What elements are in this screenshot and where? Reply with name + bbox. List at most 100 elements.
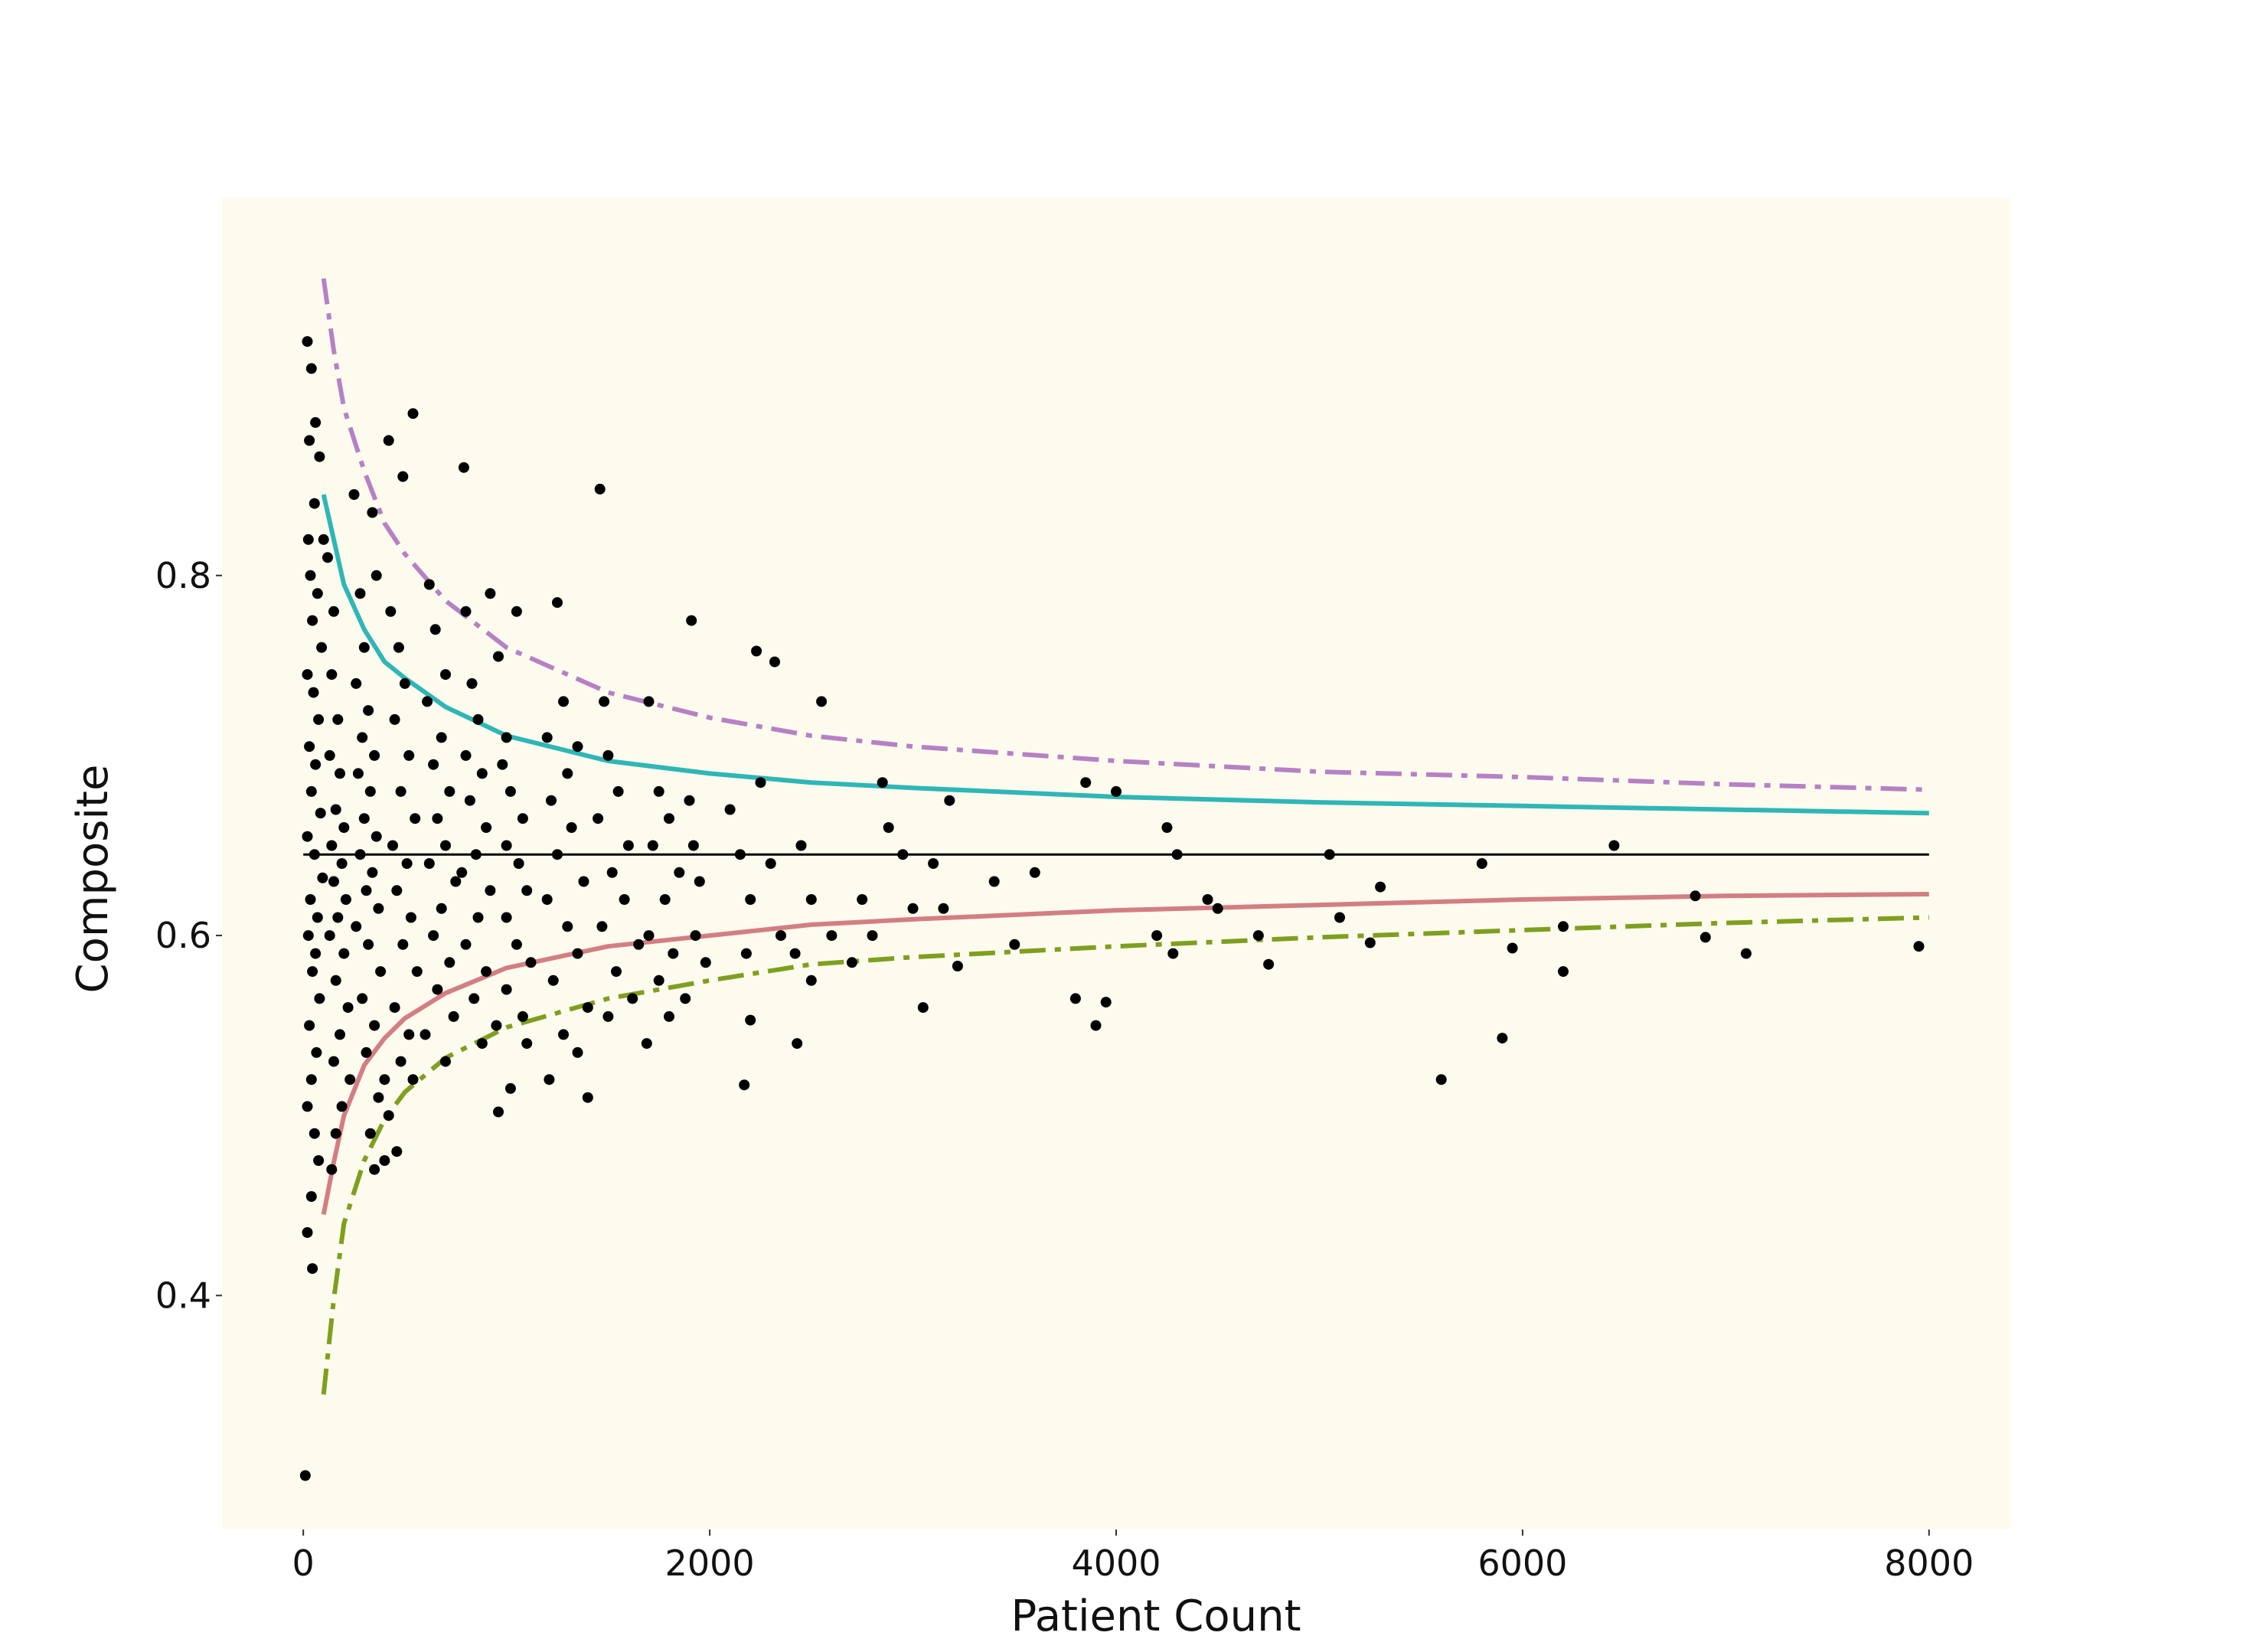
data-point bbox=[373, 903, 384, 914]
x-axis-title: Patient Count bbox=[1011, 1592, 1301, 1641]
data-point bbox=[755, 777, 766, 788]
data-point bbox=[476, 1038, 488, 1050]
data-point bbox=[1740, 948, 1752, 959]
data-point bbox=[307, 615, 318, 626]
data-point bbox=[310, 759, 322, 770]
data-point bbox=[305, 785, 317, 797]
data-point bbox=[599, 696, 610, 707]
data-point bbox=[423, 579, 435, 590]
data-point bbox=[304, 1020, 315, 1031]
data-point bbox=[1151, 930, 1163, 942]
data-point bbox=[694, 876, 705, 887]
data-point bbox=[513, 858, 524, 869]
data-point bbox=[816, 696, 828, 707]
data-point bbox=[1171, 849, 1183, 860]
data-point bbox=[1507, 942, 1518, 954]
data-point bbox=[1364, 937, 1376, 948]
data-point bbox=[361, 1046, 372, 1058]
data-point bbox=[751, 645, 762, 657]
data-point bbox=[558, 1029, 569, 1040]
plot-background bbox=[222, 198, 2010, 1530]
data-point bbox=[448, 1010, 459, 1022]
data-point bbox=[578, 876, 589, 887]
data-point bbox=[622, 840, 634, 851]
data-point bbox=[328, 1056, 339, 1067]
data-point bbox=[391, 885, 403, 896]
data-point bbox=[310, 948, 322, 959]
data-point bbox=[769, 656, 780, 668]
data-point bbox=[326, 1164, 338, 1175]
data-point bbox=[335, 1029, 345, 1040]
data-point bbox=[432, 813, 443, 824]
data-point bbox=[369, 749, 380, 761]
data-point bbox=[739, 1079, 750, 1091]
data-point bbox=[501, 912, 512, 923]
data-point bbox=[1435, 1074, 1447, 1086]
data-point bbox=[389, 713, 400, 725]
data-point bbox=[765, 858, 776, 869]
data-point bbox=[379, 1074, 390, 1086]
data-point bbox=[517, 813, 528, 824]
data-point bbox=[470, 849, 482, 860]
data-point bbox=[373, 1092, 384, 1103]
data-point bbox=[309, 498, 320, 509]
data-point bbox=[340, 894, 351, 905]
limit-line-upper-inner bbox=[321, 494, 1929, 816]
data-point bbox=[302, 534, 314, 545]
limit-line-lower-inner bbox=[321, 892, 1929, 1216]
x-tick-label: 6000 bbox=[1477, 1543, 1567, 1584]
data-point bbox=[469, 993, 480, 1004]
data-point bbox=[1334, 912, 1345, 923]
data-point bbox=[314, 993, 325, 1004]
data-point bbox=[312, 588, 323, 599]
data-point bbox=[460, 939, 472, 950]
data-point bbox=[302, 336, 313, 348]
data-point bbox=[318, 534, 329, 545]
data-point bbox=[456, 867, 468, 878]
data-point bbox=[572, 741, 583, 753]
data-point bbox=[351, 921, 362, 932]
data-point bbox=[351, 677, 362, 689]
data-point bbox=[1161, 822, 1173, 833]
data-point bbox=[313, 713, 325, 725]
data-point bbox=[405, 912, 416, 923]
data-point bbox=[501, 984, 512, 995]
data-point bbox=[493, 651, 504, 662]
data-point bbox=[795, 840, 807, 851]
data-point bbox=[690, 930, 701, 942]
data-point bbox=[1263, 958, 1275, 970]
data-point bbox=[1558, 921, 1569, 932]
data-point bbox=[664, 1010, 674, 1022]
data-point bbox=[472, 912, 484, 923]
data-point bbox=[399, 677, 410, 689]
data-point bbox=[428, 930, 439, 942]
data-point bbox=[387, 840, 398, 851]
data-point bbox=[700, 957, 711, 968]
data-point bbox=[686, 615, 697, 626]
data-point bbox=[338, 822, 350, 833]
data-point bbox=[371, 570, 382, 581]
data-point bbox=[310, 416, 322, 428]
data-point bbox=[466, 677, 478, 689]
data-point bbox=[444, 957, 455, 968]
data-point bbox=[789, 948, 801, 959]
data-point bbox=[428, 759, 439, 770]
data-point bbox=[403, 1029, 415, 1040]
data-point bbox=[552, 597, 563, 609]
data-point bbox=[302, 1227, 313, 1238]
data-point bbox=[582, 1092, 593, 1103]
data-point bbox=[1252, 930, 1264, 942]
data-point bbox=[805, 894, 817, 905]
data-point bbox=[336, 858, 348, 869]
data-point bbox=[846, 957, 857, 968]
data-point bbox=[401, 858, 413, 869]
data-point bbox=[315, 808, 326, 819]
data-point bbox=[330, 1128, 341, 1139]
data-point bbox=[363, 939, 374, 950]
data-point bbox=[324, 749, 335, 761]
y-axis-title: Composite bbox=[68, 765, 118, 994]
data-point bbox=[393, 642, 404, 653]
data-point bbox=[330, 975, 341, 986]
data-point bbox=[1212, 903, 1223, 914]
